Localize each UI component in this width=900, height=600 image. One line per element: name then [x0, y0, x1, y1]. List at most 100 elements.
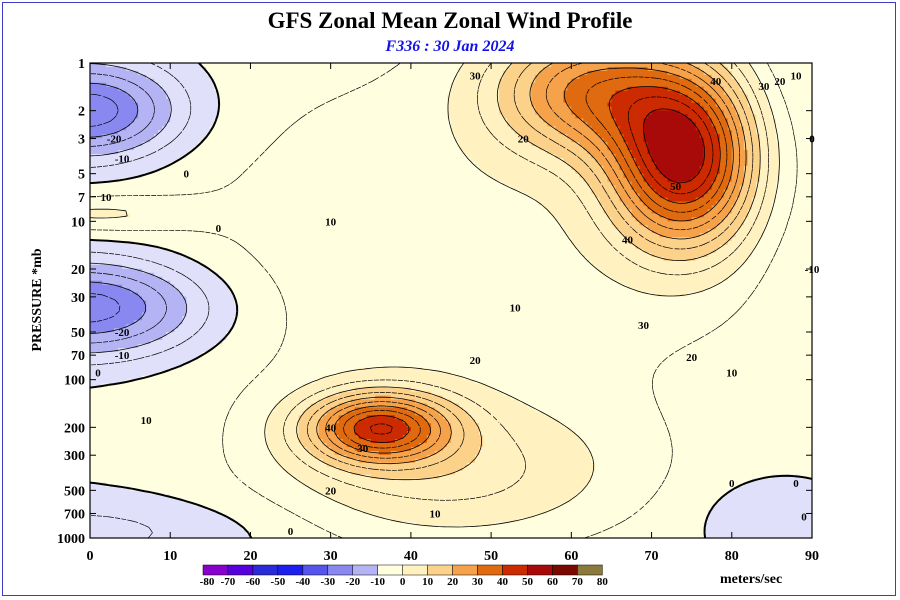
- field-cell: [402, 130, 408, 135]
- field-cell: [463, 158, 468, 163]
- field-cell: [222, 169, 227, 175]
- field-cell: [382, 102, 388, 108]
- field-cell: [755, 66, 761, 72]
- field-cell: [675, 118, 681, 123]
- field-cell: [130, 158, 135, 163]
- field-cell: [402, 150, 408, 155]
- field-cell: [138, 114, 143, 120]
- field-cell: [206, 161, 211, 167]
- field-cell: [354, 150, 360, 155]
- field-cell: [262, 150, 268, 155]
- field-cell: [527, 169, 532, 175]
- field-cell: [114, 146, 119, 151]
- field-cell: [551, 106, 556, 112]
- field-cell: [607, 142, 613, 147]
- field-cell: [354, 122, 360, 127]
- field-cell: [338, 70, 344, 76]
- field-cell: [535, 134, 540, 139]
- field-cell: [266, 161, 272, 167]
- field-cell: [314, 130, 320, 135]
- field-cell: [731, 126, 737, 131]
- field-cell: [455, 150, 460, 155]
- field-cell: [210, 122, 215, 127]
- field-cell: [687, 126, 693, 131]
- field-cell: [555, 158, 560, 163]
- field-cell: [499, 138, 504, 143]
- field-cell: [350, 114, 356, 120]
- field-cell: [386, 165, 392, 171]
- field-cell: [771, 63, 777, 68]
- field-cell: [751, 126, 757, 131]
- field-cell: [455, 161, 460, 167]
- field-cell: [170, 86, 175, 92]
- field-cell: [803, 110, 809, 116]
- field-cell: [142, 66, 147, 72]
- field-cell: [547, 74, 552, 80]
- field-cell: [499, 86, 504, 92]
- field-cell: [166, 154, 171, 159]
- field-cell: [418, 82, 424, 88]
- field-cell: [523, 74, 528, 80]
- field-cell: [162, 158, 167, 163]
- field-cell: [527, 146, 532, 151]
- field-cell: [190, 138, 195, 143]
- field-cell: [611, 169, 617, 175]
- field-cell: [703, 98, 709, 104]
- field-cell: [330, 154, 336, 159]
- field-cell: [198, 66, 203, 72]
- field-cell: [599, 169, 605, 175]
- field-cell: [398, 86, 404, 92]
- field-cell: [342, 154, 348, 159]
- field-cell: [643, 82, 649, 88]
- field-cell: [374, 106, 380, 112]
- field-cell: [771, 86, 777, 92]
- field-cell: [174, 169, 179, 175]
- field-cell: [402, 146, 408, 151]
- field-cell: [711, 134, 717, 139]
- field-cell: [130, 118, 135, 123]
- field-cell: [695, 90, 701, 96]
- field-cell: [206, 165, 211, 171]
- field-cell: [763, 142, 769, 147]
- field-cell: [194, 126, 199, 131]
- field-cell: [779, 134, 785, 139]
- field-cell: [266, 130, 272, 135]
- field-cell: [246, 126, 252, 131]
- field-cell: [178, 114, 183, 120]
- field-cell: [246, 82, 252, 88]
- field-cell: [539, 118, 544, 123]
- field-cell: [575, 126, 580, 131]
- field-cell: [390, 98, 396, 104]
- field-cell: [799, 98, 805, 104]
- field-cell: [703, 86, 709, 92]
- field-cell: [567, 82, 572, 88]
- field-cell: [422, 134, 428, 139]
- field-cell: [290, 86, 296, 92]
- field-cell: [186, 98, 191, 104]
- field-cell: [795, 150, 801, 155]
- field-cell: [362, 134, 368, 139]
- field-cell: [254, 70, 260, 76]
- field-cell: [675, 130, 681, 135]
- field-cell: [394, 169, 400, 175]
- field-cell: [571, 165, 576, 171]
- field-cell: [350, 102, 356, 108]
- field-cell: [715, 106, 721, 112]
- field-cell: [214, 106, 219, 112]
- field-cell: [455, 90, 460, 96]
- field-cell: [310, 134, 316, 139]
- field-cell: [611, 90, 617, 96]
- field-cell: [306, 150, 312, 155]
- field-cell: [270, 98, 276, 104]
- field-cell: [575, 110, 580, 116]
- field-cell: [655, 138, 661, 143]
- field-cell: [527, 110, 532, 116]
- field-cell: [426, 169, 432, 175]
- field-cell: [198, 154, 203, 159]
- field-cell: [102, 134, 107, 139]
- field-cell: [467, 154, 472, 159]
- field-cell: [182, 118, 187, 123]
- field-cell: [551, 138, 556, 143]
- field-cell: [555, 82, 560, 88]
- field-cell: [266, 94, 272, 100]
